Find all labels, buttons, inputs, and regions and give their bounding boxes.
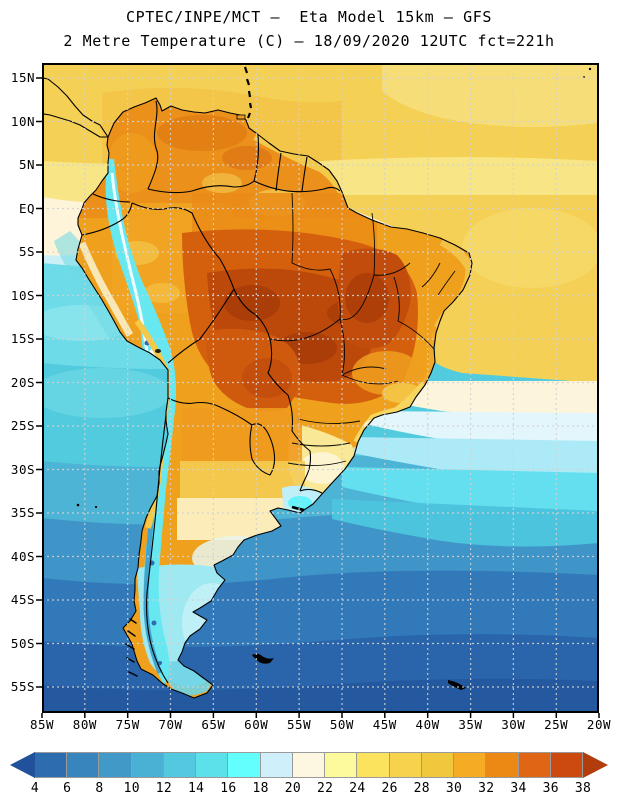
south-georgia-island [448, 680, 466, 690]
lon-label: 25W [544, 717, 569, 732]
temperature-map [36, 63, 600, 718]
lon-label: 55W [287, 717, 312, 732]
lon-label: 70W [158, 717, 183, 732]
colorbar-segment [420, 752, 455, 778]
colorbar-tick: 30 [445, 781, 463, 796]
lon-label: 80W [72, 717, 97, 732]
lat-label: 10N [10, 113, 35, 129]
colorbar-tick: 38 [574, 781, 592, 796]
andes-cold-band [105, 159, 177, 685]
colorbar-segment [66, 752, 100, 778]
lat-label: 5N [18, 157, 35, 172]
colorbar-tick: 12 [155, 781, 173, 796]
colorbar-segment [98, 752, 132, 778]
colorbar-segment [34, 752, 68, 778]
chilean-fjords-texture [125, 618, 138, 677]
colorbar-tick: 18 [252, 781, 269, 796]
lat-label: 55S [10, 679, 35, 694]
axis-ticks [36, 77, 600, 718]
lat-label: EQ [18, 200, 35, 216]
colorbar-segment [453, 752, 487, 778]
colorbar-tick: 14 [188, 781, 205, 796]
lat-label: 10S [10, 287, 35, 303]
colorbar-segment [356, 752, 390, 778]
colorbar-tick: 10 [123, 781, 140, 796]
colorbar-tick: 34 [510, 781, 527, 796]
borders-layer [42, 77, 473, 699]
lat-label: 5S [18, 244, 35, 259]
colorbar-left-arrow [10, 752, 35, 778]
colorbar [10, 752, 608, 778]
central-america [42, 77, 109, 138]
colorbar-tick: 6 [63, 781, 72, 796]
colorbar-segment [291, 752, 326, 778]
colorbar-tick: 8 [95, 781, 104, 796]
grid-layer [42, 63, 599, 713]
coastline [75, 97, 473, 699]
page-title: CPTEC/INPE/MCT – Eta Model 15km – GFS [126, 8, 492, 26]
lat-label: 35S [10, 505, 35, 520]
colorbar-segment [130, 752, 164, 778]
longitude-axis: 85W 80W 75W 70W 65W 60W 55W 50W 45W 40W … [25, 717, 616, 733]
colorbar-segment [549, 752, 583, 778]
page-subtitle: 2 Metre Temperature (C) – 18/09/2020 12U… [63, 32, 555, 50]
colorbar-tick: 24 [349, 781, 366, 796]
lon-label: 65W [201, 717, 226, 732]
lat-label: 50S [10, 635, 35, 651]
lon-label: 75W [115, 717, 140, 732]
lat-label: 20S [10, 374, 35, 390]
map-frame [42, 63, 599, 713]
lake-titicaca [155, 349, 161, 353]
lat-label: 25S [10, 418, 35, 433]
colorbar-tick: 16 [220, 781, 237, 796]
colorbar-tick: 20 [284, 781, 301, 796]
lon-label: 45W [372, 717, 397, 732]
colorbar-tick: 26 [381, 781, 398, 796]
colorbar-segment [517, 752, 551, 778]
colorbar-segment [195, 752, 229, 778]
trinidad-island [236, 114, 246, 120]
chile-argentina-border [146, 414, 169, 684]
falkland-islands [252, 653, 274, 664]
colorbar-segment [162, 752, 197, 778]
lon-label: 35W [458, 717, 483, 732]
colorbar-tick: 4 [30, 781, 40, 796]
colorbar-segment [388, 752, 422, 778]
colorbar-segment [227, 752, 261, 778]
map-content [42, 63, 599, 713]
colorbar-tick-labels: 4 6 8 10 12 14 16 18 20 22 24 26 28 30 3… [21, 780, 597, 797]
lon-label: 40W [415, 717, 440, 732]
colorbar-segment [485, 752, 519, 778]
lon-label: 60W [244, 717, 269, 732]
lat-label: 45S [10, 592, 35, 607]
lat-label: 40S [10, 548, 35, 564]
colorbar-tick: 32 [478, 781, 495, 796]
colorbar-tick: 28 [413, 781, 430, 796]
lon-label: 30W [501, 717, 526, 732]
lon-label: 20W [586, 717, 611, 732]
lon-label: 85W [29, 717, 55, 732]
lat-label: 15N [10, 70, 35, 85]
colorbar-right-arrow [582, 752, 608, 778]
latitude-axis: 15N 10N 5N EQ 5S 10S 15S 20S 25S 30S 35S… [2, 69, 35, 696]
colorbar-tick: 22 [316, 781, 334, 796]
colorbar-segment [324, 752, 358, 778]
lat-label: 30S [10, 461, 35, 477]
lat-label: 15S [10, 331, 35, 346]
colorbar-tick: 36 [542, 781, 559, 796]
lon-label: 50W [329, 717, 354, 732]
antilles-chain [243, 66, 253, 119]
colorbar-segment [259, 752, 293, 778]
